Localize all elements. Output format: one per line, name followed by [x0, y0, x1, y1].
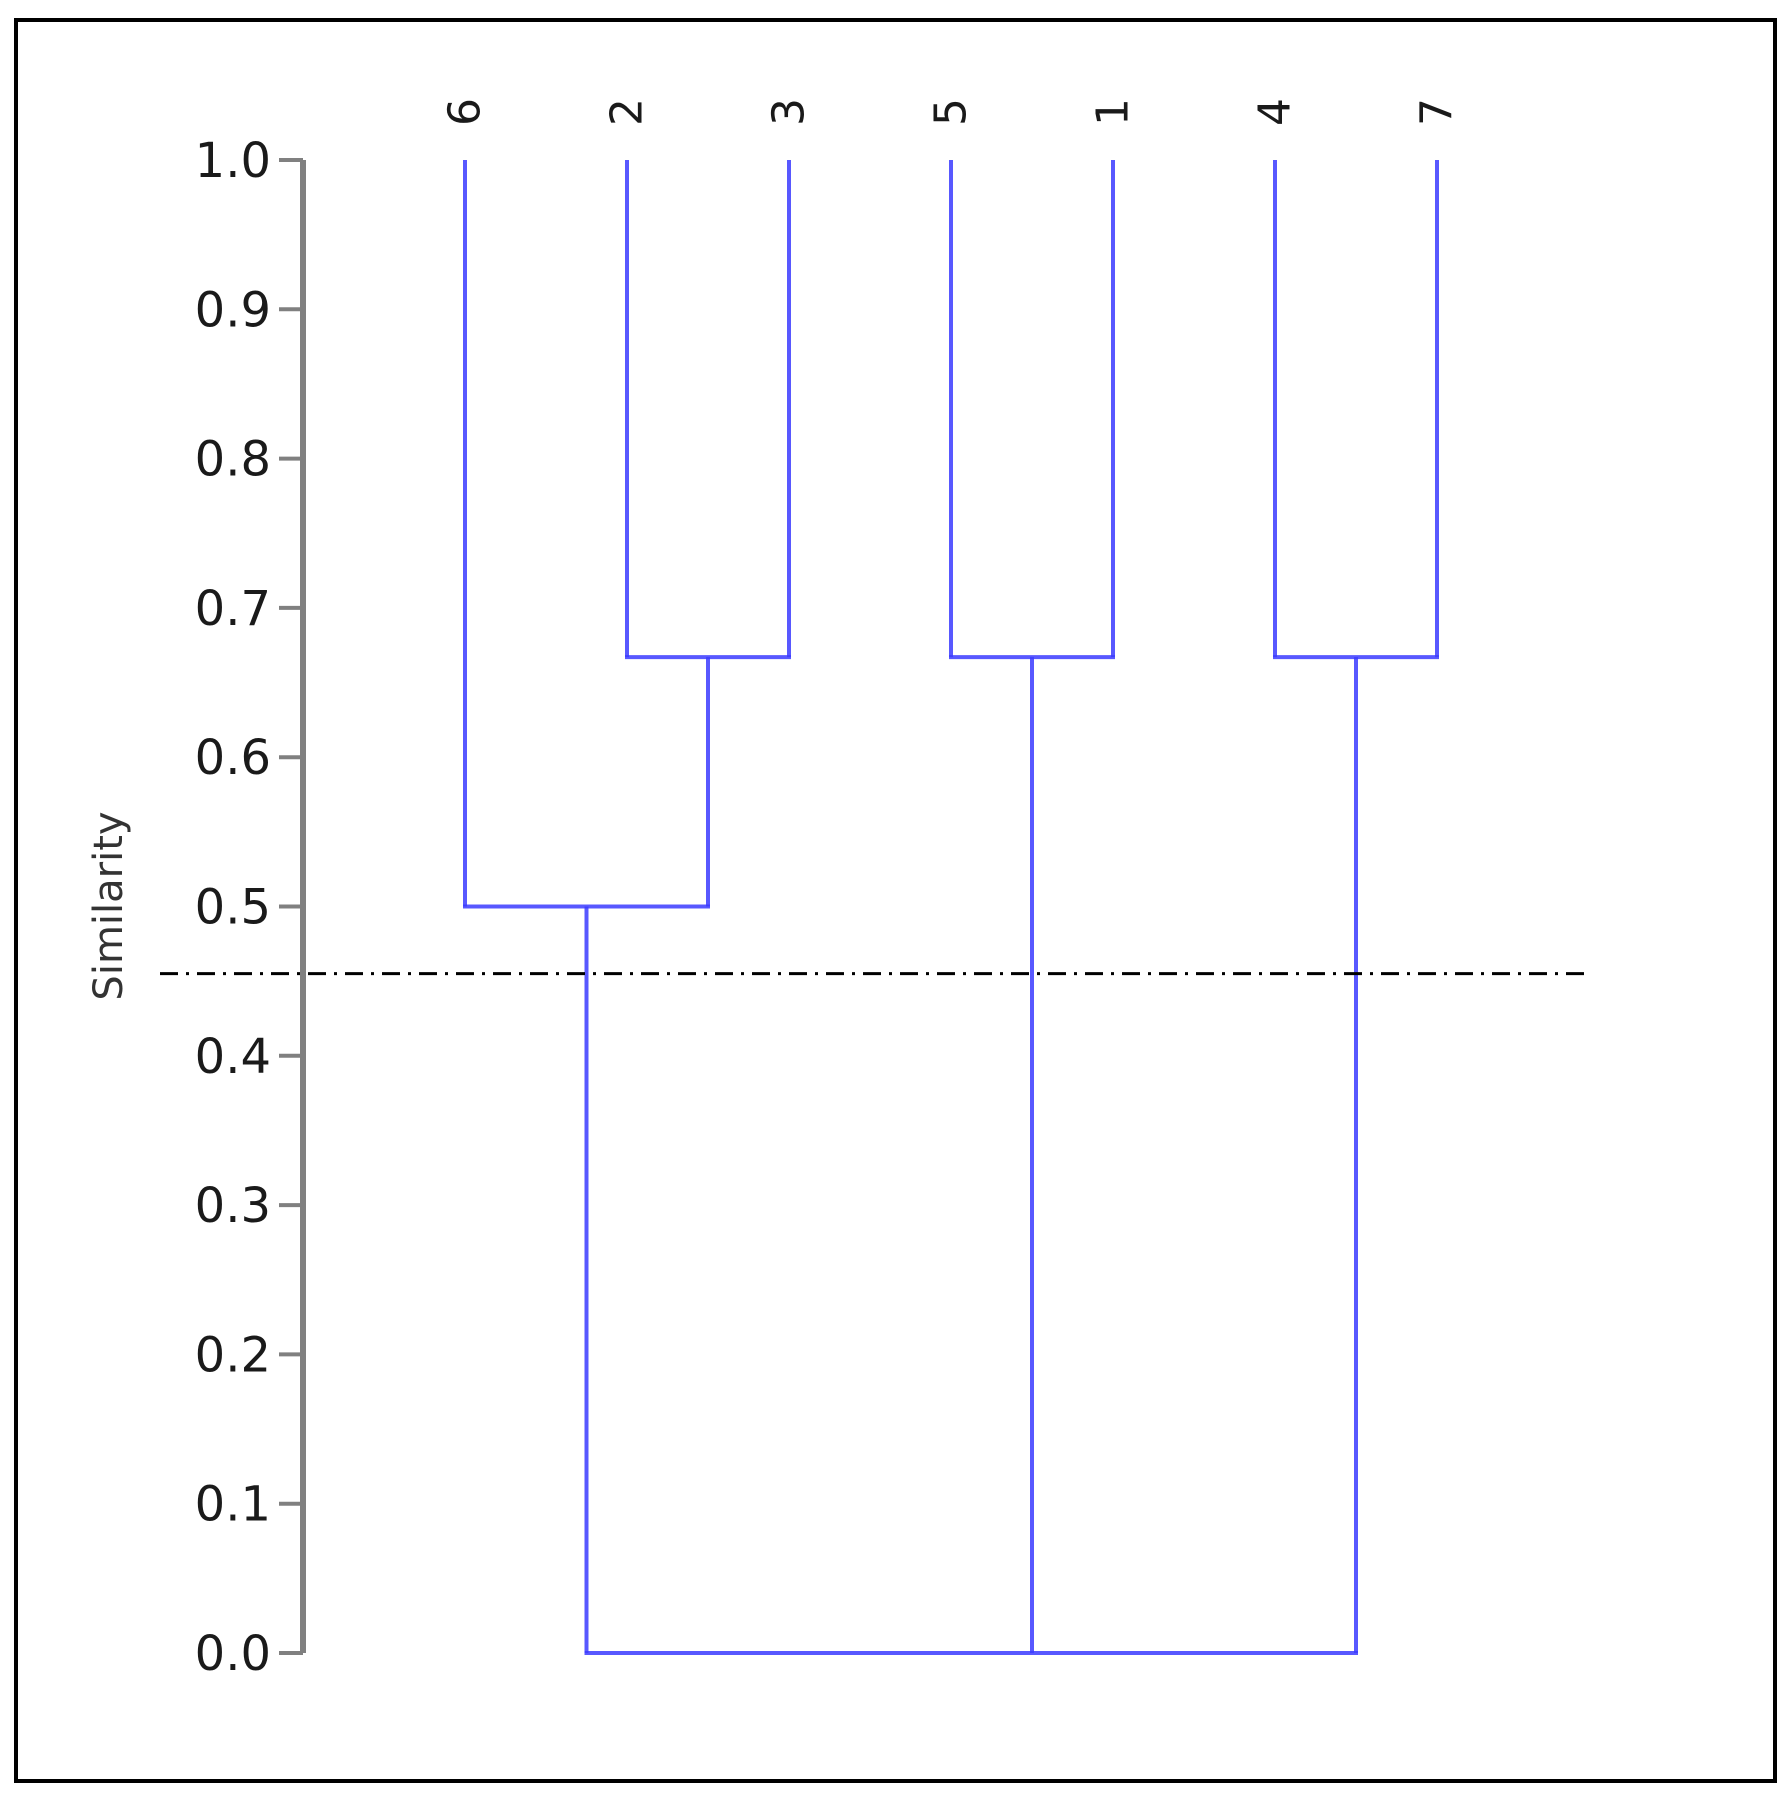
leaf-label-7: 7 — [1412, 98, 1463, 126]
y-axis-title: Similarity — [86, 811, 132, 1000]
leaf-label-2: 2 — [602, 98, 653, 126]
y-tick-label: 0.3 — [195, 1178, 271, 1234]
dendrogram-chart: 0.0 0.1 0.2 0.3 0.4 0.5 0.6 0.7 0.8 0.9 1.0 Similar… — [86, 98, 1590, 1682]
y-tick-label: 0.9 — [195, 282, 271, 338]
y-tick-label: 1.0 — [195, 133, 271, 189]
leaf-label-1: 1 — [1088, 98, 1139, 126]
leaf-label-5: 5 — [926, 98, 977, 126]
leaf-label-3: 3 — [764, 98, 815, 126]
y-tick-label: 0.1 — [195, 1477, 271, 1533]
y-tick-label: 0.5 — [195, 880, 271, 936]
leaf-label-6: 6 — [440, 98, 491, 126]
leaf-label-4: 4 — [1250, 98, 1301, 126]
chart-frame: 0.0 0.1 0.2 0.3 0.4 0.5 0.6 0.7 0.8 0.9 1.0 Similar… — [14, 18, 1777, 1783]
y-tick-label: 0.8 — [195, 432, 271, 488]
y-tick-label: 0.4 — [195, 1029, 271, 1085]
y-tick-label: 0.6 — [195, 730, 271, 786]
y-tick-label: 0.7 — [195, 581, 271, 637]
y-tick-label: 0.2 — [195, 1327, 271, 1383]
y-tick-label: 0.0 — [195, 1626, 271, 1682]
